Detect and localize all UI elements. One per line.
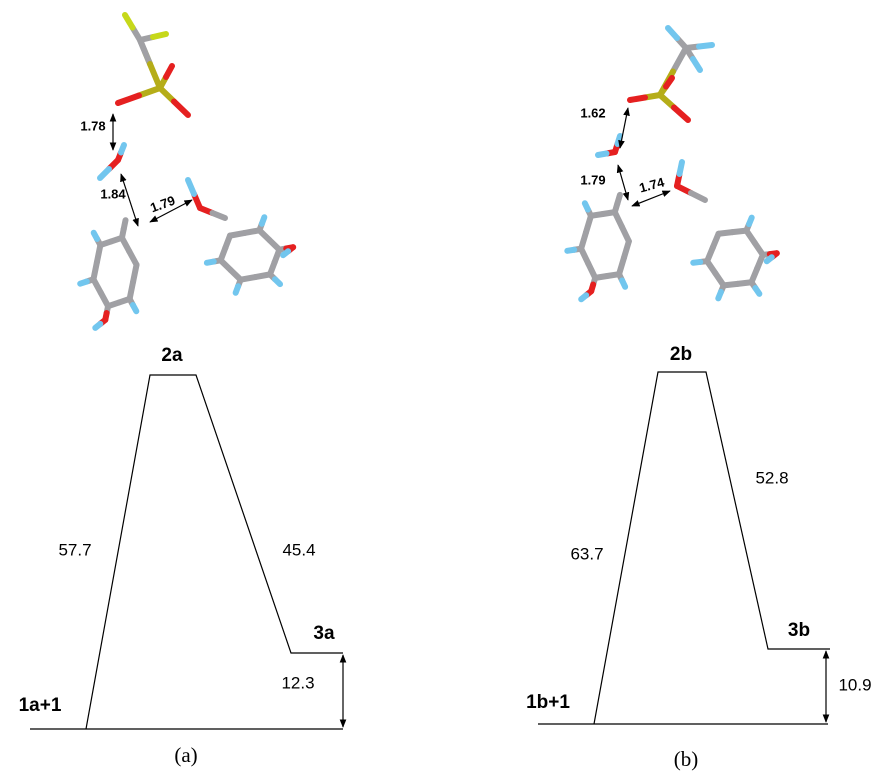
bond [630,98,645,101]
bond [133,305,136,311]
bond [668,28,677,38]
distance-label: 1.79 [148,193,177,216]
bond [125,15,133,28]
bond [118,96,139,104]
distance-arrow [620,108,628,148]
bond [617,195,620,204]
distance-label: 1.78 [80,118,105,133]
bond [749,218,752,224]
bond [283,251,288,255]
bond [166,66,172,77]
bond [598,154,607,156]
bond [124,220,126,229]
energy-label: 10.9 [838,675,871,694]
distance-label: 1.84 [100,186,126,201]
bond [713,234,719,248]
distance-label: 1.74 [638,174,667,195]
bond [585,203,588,209]
bond [225,236,230,248]
bond [100,169,109,178]
state-label: 3a [313,623,335,644]
bond [121,145,124,153]
panel-label: (a) [174,743,197,767]
bond [622,280,625,286]
state-label: 1b+1 [526,692,570,713]
energy-diagram-a: 2a 57.7 45.4 3a 12.3 1a+1 (a) [19,345,343,767]
bond [139,88,160,96]
state-label: 2b [670,344,692,365]
bond [174,102,188,116]
distance-arrow [632,191,670,206]
energy-label: 57.7 [58,540,91,559]
bond [236,286,238,293]
bond [188,180,194,194]
bond [213,213,226,218]
bond [691,193,705,200]
bond [275,279,280,284]
bond [699,45,712,47]
figure: 2a 57.7 45.4 3a 12.3 1a+1 (a) 2b 63.7 52… [0,0,887,774]
distance-label: 1.79 [580,172,605,187]
bond [673,48,686,72]
energy-label: 52.8 [755,468,788,487]
bond [567,250,574,251]
bond [618,136,621,144]
energy-diagram-b: 2b 63.7 52.8 3b 10.9 1b+1 (b) [526,344,871,771]
bond [674,108,688,121]
bond [755,288,759,294]
bond [95,324,100,328]
bond [718,292,721,298]
bond [94,233,97,239]
bond [207,262,214,263]
energy-profile [594,372,830,724]
bond [680,162,683,174]
molecular-structures [80,15,777,328]
bond [80,281,87,283]
bond [140,40,150,64]
panel-label: (b) [674,747,699,771]
distances: 1.78 1.84 1.79 1.62 1.79 1.74 [80,105,670,226]
bond [767,257,772,261]
state-label: 2a [161,345,183,366]
bond [581,295,586,299]
energy-label: 45.4 [282,540,315,559]
energy-label: 12.3 [281,673,314,692]
bond [693,262,700,263]
state-label: 3b [788,620,810,641]
bond [693,59,700,70]
bond [262,217,264,224]
bond [150,64,160,88]
distance-label: 1.62 [580,105,605,120]
bond [153,34,166,37]
energy-label: 63.7 [570,544,603,563]
state-label: 1a+1 [19,695,62,716]
